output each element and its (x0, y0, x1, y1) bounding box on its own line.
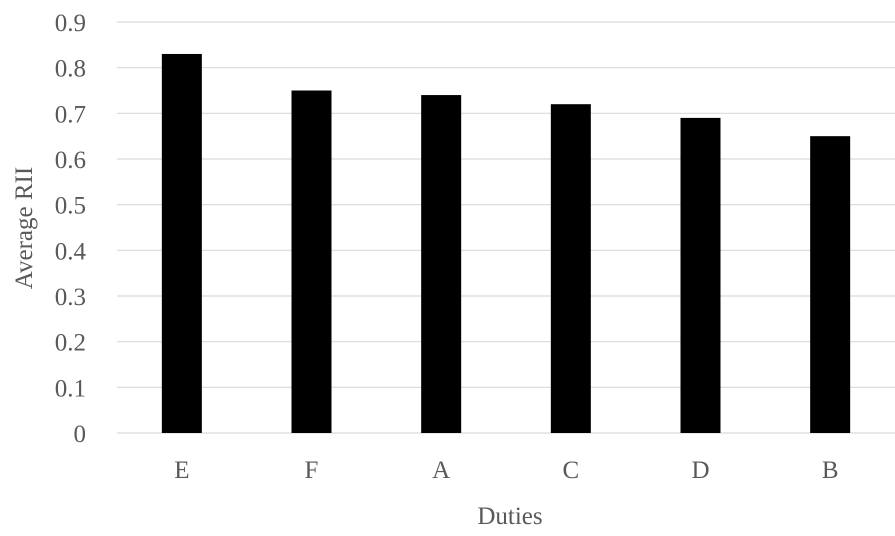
bar-f (291, 90, 332, 433)
x-tick-label: F (305, 457, 319, 484)
bar-e (161, 53, 202, 433)
y-axis-ticks: 0 0.1 0.2 0.3 0.4 0.5 0.6 0.7 0.8 0.9 (55, 10, 87, 448)
x-tick-label: B (822, 457, 839, 484)
x-tick-label: D (691, 457, 709, 484)
y-tick-label: 0.2 (55, 330, 86, 357)
y-tick-label: 0.4 (55, 238, 87, 265)
y-axis-title: Average RII (11, 167, 38, 289)
y-tick-label: 0.1 (55, 375, 86, 402)
y-tick-label: 0.8 (55, 56, 86, 83)
y-tick-label: 0.7 (55, 101, 86, 128)
x-tick-label: A (432, 457, 450, 484)
x-axis-title: Duties (477, 503, 542, 530)
x-tick-label: C (562, 457, 579, 484)
bar-b (810, 136, 851, 433)
y-tick-label: 0 (74, 421, 87, 448)
bar-a (421, 95, 462, 434)
y-tick-label: 0.9 (55, 10, 86, 37)
y-tick-label: 0.6 (55, 147, 86, 174)
bar-d (680, 117, 721, 434)
bar-c (550, 104, 591, 433)
x-tick-label: E (174, 457, 189, 484)
y-tick-label: 0.3 (55, 284, 86, 311)
gridlines (117, 21, 895, 434)
y-tick-label: 0.5 (55, 193, 86, 220)
bars (161, 53, 851, 434)
